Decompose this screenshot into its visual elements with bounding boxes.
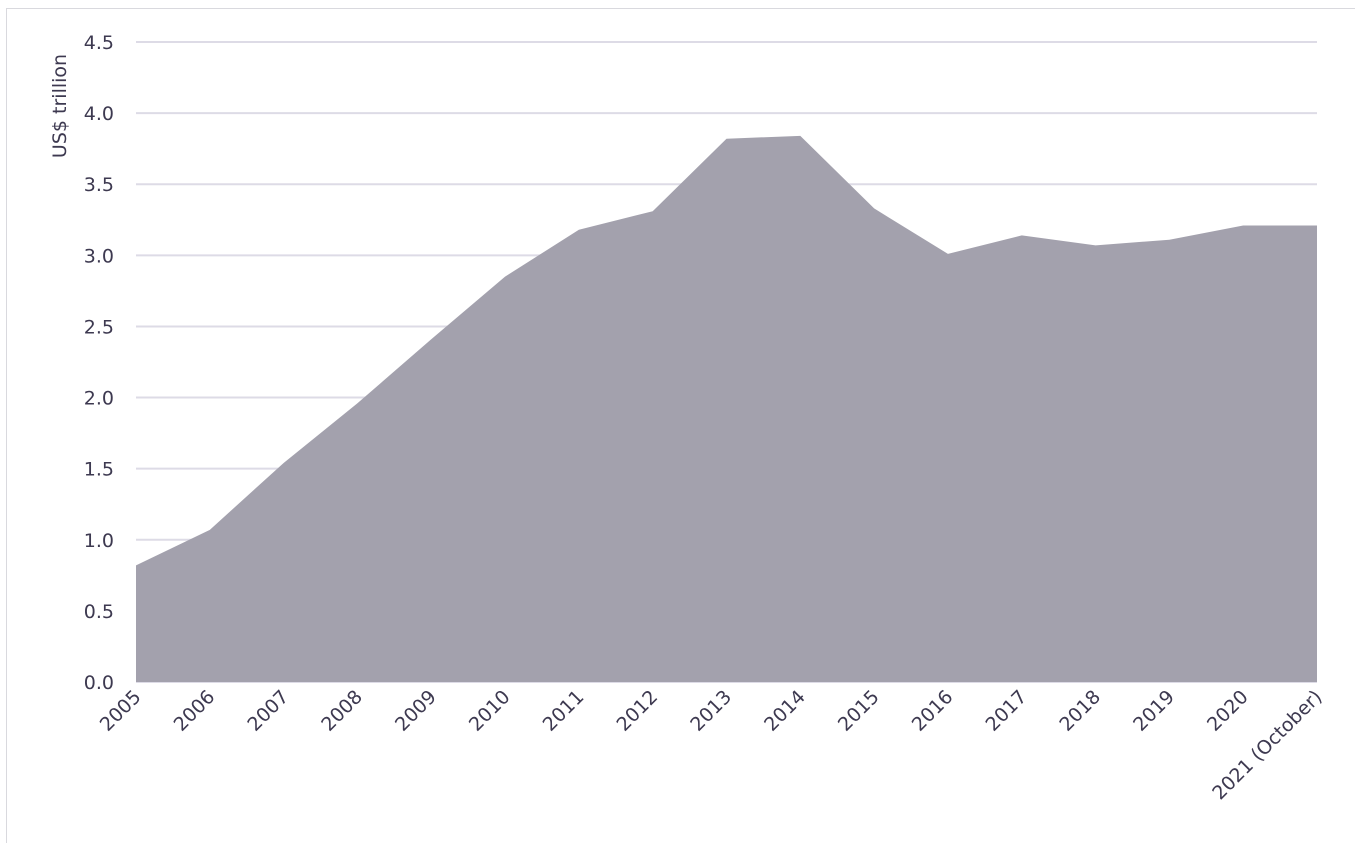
x-tick-label: 2007 [243, 686, 293, 736]
x-tick-label: 2020 [1203, 686, 1253, 736]
x-tick-label: 2011 [539, 686, 589, 736]
y-tick-label: 2.5 [84, 316, 114, 338]
y-tick-label: 1.5 [84, 459, 114, 481]
y-tick-label: 0.0 [84, 672, 114, 694]
x-axis-ticks: 2005 2006 2007 2008 2009 2010 2011 2012 2013 2014… [96, 686, 1327, 804]
x-tick-label: 2014 [760, 686, 810, 736]
y-axis-ticks: 0.0 0.5 1.0 1.5 2.0 2.5 3.0 3.5 4.0 4.5 [84, 32, 114, 694]
x-tick-label: 2016 [908, 686, 958, 736]
area-series [136, 135, 1317, 682]
chart-frame [6, 8, 1355, 843]
x-tick-label: 2006 [170, 686, 220, 736]
y-tick-label: 1.0 [84, 530, 114, 552]
x-tick-label: 2015 [834, 686, 884, 736]
x-tick-label: 2012 [612, 686, 662, 736]
y-tick-label: 3.5 [84, 174, 114, 196]
y-tick-label: 4.0 [84, 103, 114, 125]
x-tick-label: 2019 [1129, 686, 1179, 736]
x-tick-label: 2008 [317, 686, 367, 736]
x-tick-label: 2013 [686, 686, 736, 736]
x-tick-label: 2017 [982, 686, 1032, 736]
area-series-0 [136, 135, 1317, 682]
y-tick-label: 3.0 [84, 245, 114, 267]
y-tick-label: 4.5 [84, 32, 114, 54]
x-tick-label: 2009 [391, 686, 441, 736]
y-tick-label: 0.5 [84, 601, 114, 623]
y-axis-title: US$ trillion [49, 54, 71, 158]
y-tick-label: 2.0 [84, 388, 114, 410]
x-tick-label: 2010 [465, 686, 515, 736]
x-tick-label: 2018 [1055, 686, 1105, 736]
